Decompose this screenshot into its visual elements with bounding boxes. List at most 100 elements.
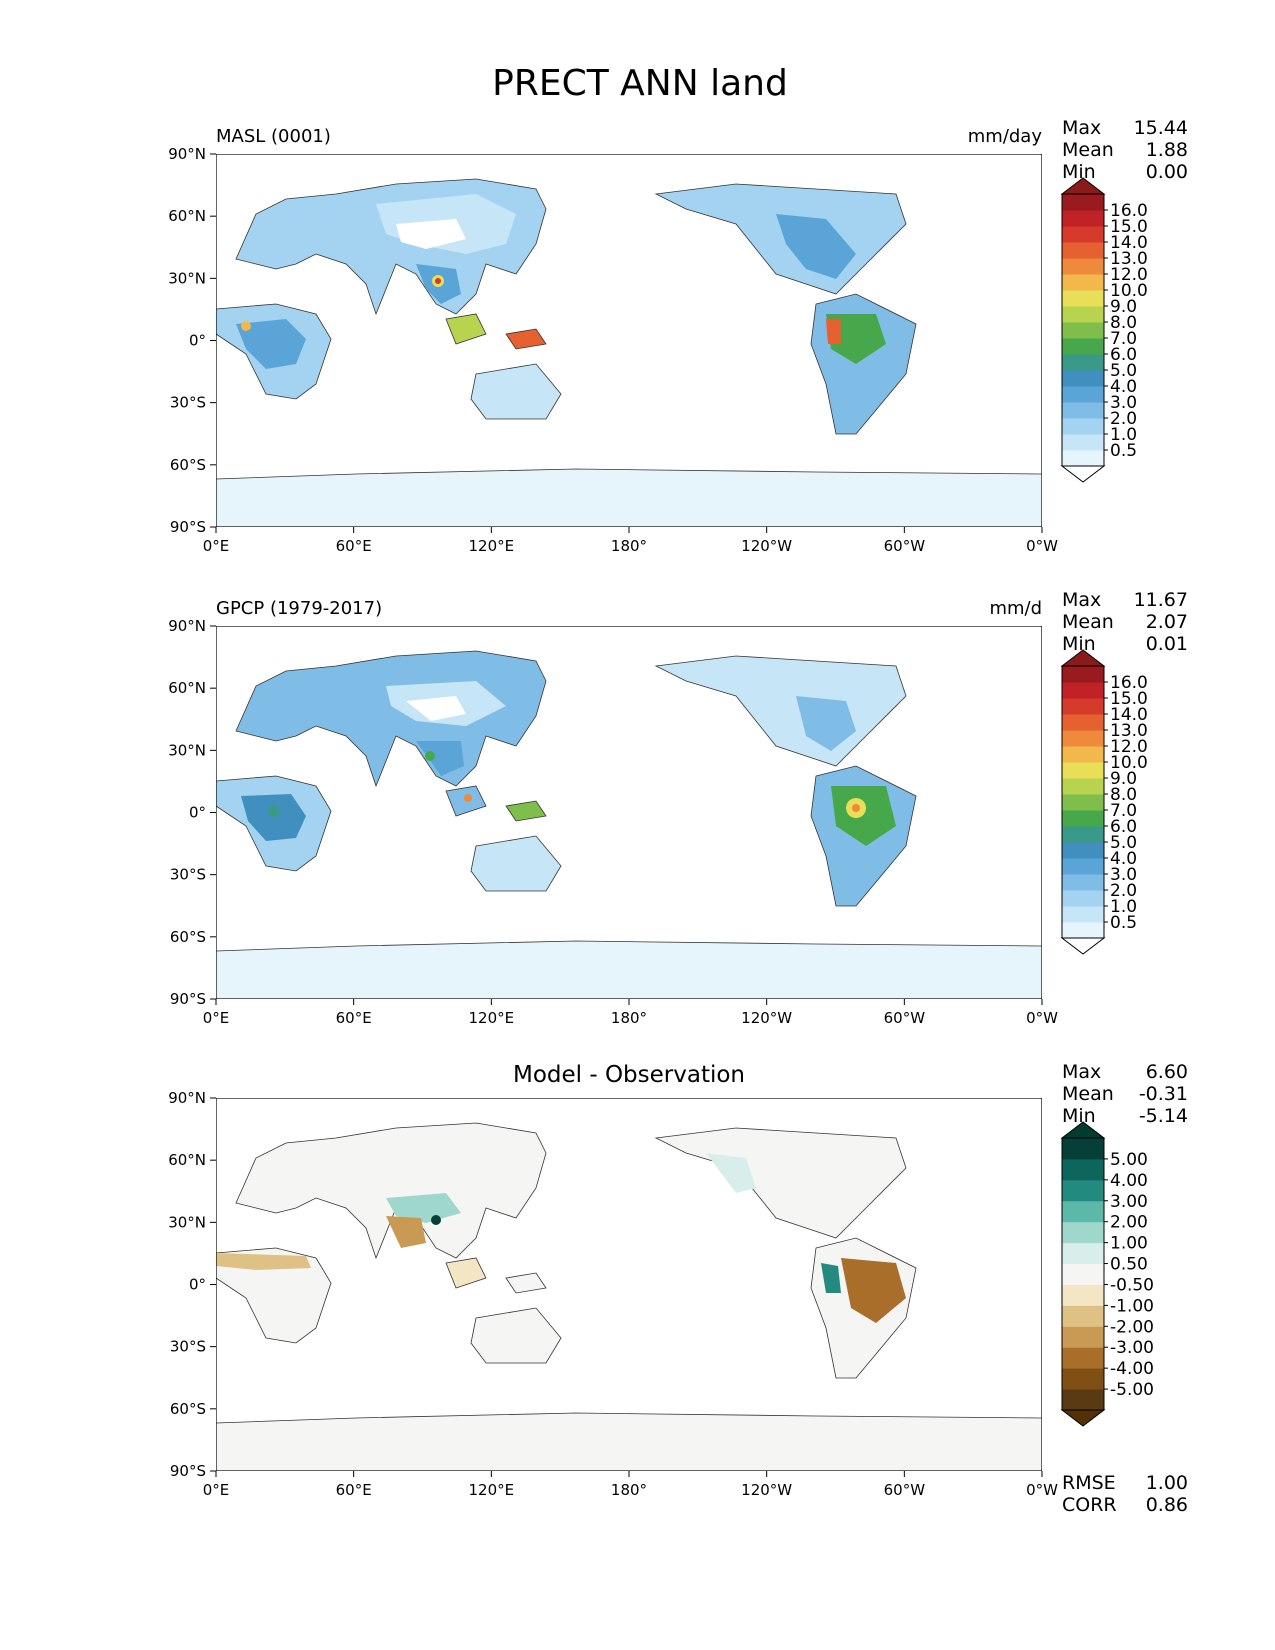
stat-value: 15.44: [1134, 117, 1188, 139]
stat-label: Min: [1062, 1105, 1096, 1127]
colorbar-segment: [1062, 354, 1104, 371]
y-tick-label: 60°N: [168, 679, 206, 697]
colorbar-segment: [1062, 338, 1104, 355]
x-tick-label: 0°W: [1026, 1009, 1058, 1027]
land-field: [216, 1122, 1042, 1471]
colorbar-segment: [1062, 322, 1104, 339]
x-tick-label: 0°E: [203, 537, 230, 555]
y-tick-label: 30°S: [170, 394, 206, 412]
stat-value: 6.60: [1146, 1061, 1188, 1083]
colorbar-tick-label: 9.0: [1110, 297, 1137, 317]
colorbar-frame: [1061, 193, 1105, 467]
colorbar-tick-label: 2.00: [1110, 1213, 1148, 1233]
colorbar-tick-label: 4.0: [1110, 377, 1137, 397]
stat-value: 11.67: [1134, 589, 1188, 611]
colorbar-under-extension: [1060, 937, 1106, 955]
colorbar-segment: [1062, 826, 1104, 843]
x-tick-label: 0°W: [1026, 537, 1058, 555]
colorbar-tick-label: 4.0: [1110, 849, 1137, 869]
x-tick-label: 0°E: [203, 1481, 230, 1499]
colorbar-tick-label: 10.0: [1110, 753, 1148, 773]
colorbar-tick-label: 8.0: [1110, 785, 1137, 805]
x-tick-label: 180°: [611, 1481, 647, 1499]
colorbar-segment: [1062, 778, 1104, 795]
colorbar: 0.51.02.03.04.05.06.07.08.09.010.012.013…: [1060, 177, 1148, 483]
y-tick-label: 0°: [189, 1276, 206, 1294]
colorbar-tick-label: 1.0: [1110, 425, 1137, 445]
stat-label: Max: [1062, 589, 1101, 611]
x-tick-label: 60°E: [336, 1009, 372, 1027]
y-tick-label: 30°S: [170, 1338, 206, 1356]
x-tick-label: 180°: [611, 537, 647, 555]
colorbar-segment: [1062, 698, 1104, 715]
colorbar-segment: [1062, 890, 1104, 907]
colorbar-segment: [1062, 1389, 1104, 1411]
x-tick-label: 60°E: [336, 1481, 372, 1499]
colorbar-segment: [1062, 842, 1104, 859]
stat-value: 0.01: [1146, 633, 1188, 655]
colorbar-tick-label: 16.0: [1110, 201, 1148, 221]
colorbar-tick-label: 15.0: [1110, 689, 1148, 709]
colorbar-tick-label: 7.0: [1110, 801, 1137, 821]
colorbar-tick-label: 14.0: [1110, 705, 1148, 725]
y-tick-label: 90°S: [170, 518, 206, 536]
colorbar-segment: [1062, 226, 1104, 243]
y-tick-label: 30°N: [168, 741, 206, 759]
colorbar-segment: [1062, 402, 1104, 419]
x-tick-label: 120°W: [741, 537, 792, 555]
colorbar-tick-label: 6.0: [1110, 345, 1137, 365]
x-tick-label: 120°W: [741, 1481, 792, 1499]
map-axes: 0°E 60°E 120°E 180° 120°W 60°W 0°W 90°N 60°N 30°N…: [168, 617, 1058, 1027]
y-tick-label: 90°N: [168, 1089, 206, 1107]
colorbar-frame: [1061, 665, 1105, 939]
colorbar-segment: [1062, 1158, 1104, 1181]
y-tick-label: 60°S: [170, 1400, 206, 1418]
y-tick-label: 90°N: [168, 145, 206, 163]
colorbar-tick-label: 8.0: [1110, 313, 1137, 333]
y-tick-label: 90°S: [170, 1462, 206, 1480]
x-tick-label: 120°E: [469, 1481, 515, 1499]
colorbar-under-extension: [1060, 1409, 1106, 1427]
colorbar-segment: [1062, 666, 1104, 683]
colorbar-segment: [1062, 714, 1104, 731]
x-tick-label: 120°E: [469, 1009, 515, 1027]
colorbar-segment: [1062, 858, 1104, 875]
x-tick-label: 60°W: [884, 537, 926, 555]
colorbar-tick-label: 14.0: [1110, 233, 1148, 253]
colorbar-segment: [1062, 1326, 1104, 1348]
x-tick-label: 120°W: [741, 1009, 792, 1027]
map-area: [216, 626, 1042, 999]
stat-label: Mean: [1062, 1083, 1114, 1105]
colorbar-segment: [1062, 1347, 1104, 1369]
colorbar-tick-label: -3.00: [1110, 1338, 1154, 1358]
colorbar-tick-label: 3.0: [1110, 393, 1137, 413]
colorbar-tick-label: 15.0: [1110, 217, 1148, 237]
panel-left-label: MASL (0001): [216, 126, 331, 147]
colorbar-segment: [1062, 1179, 1104, 1202]
colorbar-tick-label: 10.0: [1110, 281, 1148, 301]
colorbar-tick-label: 1.0: [1110, 897, 1137, 917]
panel-units-label: mm/day: [968, 126, 1043, 147]
colorbar-tick-label: 12.0: [1110, 265, 1148, 285]
extra-stat-label: RMSE: [1062, 1472, 1116, 1494]
figure-title: PRECT ANN land: [492, 63, 788, 104]
colorbar-segment: [1062, 386, 1104, 403]
colorbar-segment: [1062, 434, 1104, 451]
colorbar-tick-label: 6.0: [1110, 817, 1137, 837]
y-tick-label: 0°: [189, 804, 206, 822]
colorbar-tick-label: 0.5: [1110, 913, 1137, 933]
stats-block: Max 15.44 Mean 1.88 Min 0.00: [1062, 117, 1188, 183]
y-tick-label: 0°: [189, 332, 206, 350]
panel-units-label: mm/d: [989, 598, 1042, 619]
colorbar-segment: [1062, 810, 1104, 827]
map-area: [216, 154, 1042, 527]
colorbar-segment: [1062, 1221, 1104, 1244]
x-tick-label: 60°W: [884, 1481, 926, 1499]
colorbar-tick-label: 3.0: [1110, 865, 1137, 885]
colorbar-segment: [1062, 1284, 1104, 1306]
stat-value: 1.88: [1146, 139, 1188, 161]
colorbar-tick-label: 16.0: [1110, 673, 1148, 693]
colorbar-segment: [1062, 874, 1104, 891]
colorbar-tick-label: -0.50: [1110, 1275, 1154, 1295]
